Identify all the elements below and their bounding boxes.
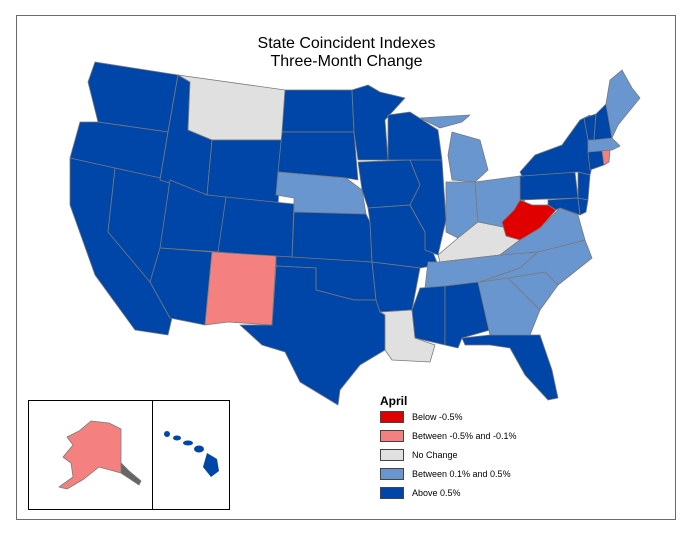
hawaii-map [164,431,219,477]
state-fl [461,334,559,401]
state-wv [501,199,557,241]
legend-item: Between -0.5% and -0.1% [380,429,517,443]
state-az [149,247,213,326]
state-pa [519,171,579,201]
state-de [577,197,589,216]
state-ct [587,149,605,171]
legend-swatch [380,487,404,499]
legend-title: April [380,394,408,408]
legend-label: Between -0.5% and -0.1% [412,431,517,441]
legend-label: No Change [412,450,458,460]
state-me [605,69,641,139]
legend-swatch [380,411,404,423]
map-frame [16,15,676,520]
legend-label: Above 0.5% [412,488,461,498]
state-nd [281,89,355,133]
legend-item: Between 0.1% and 0.5% [380,467,511,481]
state-sd [277,131,359,181]
state-mn [351,84,406,161]
state-hi-island [203,453,219,477]
state-co [217,196,295,259]
legend-swatch [380,430,404,442]
state-wy [206,139,283,206]
state-mt [177,74,286,141]
state-hi-island [194,445,204,453]
state-ny [519,114,596,177]
state-nj [577,171,591,201]
map-title-line2: Three-Month Change [270,53,423,70]
legend-swatch [380,468,404,480]
legend-item: No Change [380,448,458,462]
state-ak [58,420,142,490]
state-hi-island [183,440,193,446]
state-ms [411,285,446,346]
state-ks [291,211,373,263]
state-hi-island [173,435,181,441]
alaska-inset [28,400,153,510]
legend-item: Below -0.5% [380,410,463,424]
legend-swatch [380,449,404,461]
state-ia [357,159,421,209]
legend-label: Below -0.5% [412,412,463,422]
state-nm [204,251,277,326]
state-wa [87,61,179,133]
map-title-line1: State Coincident Indexes [257,35,436,52]
hawaii-inset [152,400,230,510]
state-tx [239,265,386,406]
state-hi [164,431,170,437]
alaska-panhandle [120,462,142,486]
state-il [409,159,447,256]
legend-label: Between 0.1% and 0.5% [412,469,511,479]
state-ar [371,261,421,313]
alaska-map [58,420,142,490]
legend-item: Above 0.5% [380,486,461,500]
